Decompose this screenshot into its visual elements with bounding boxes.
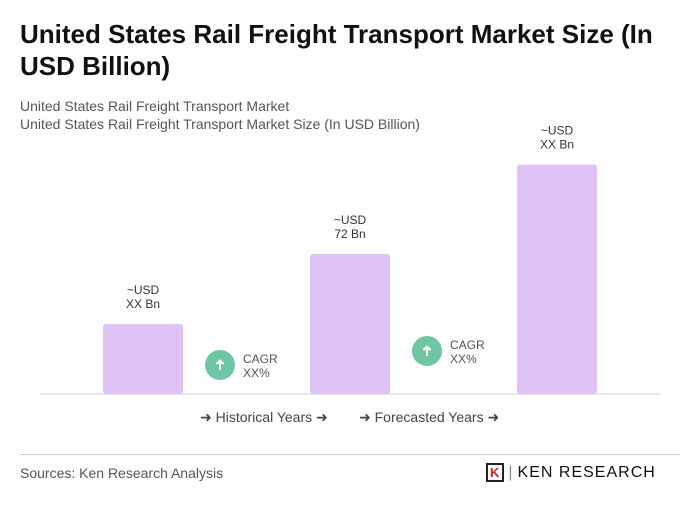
legend-forecasted-label: Forecasted Years (374, 409, 484, 425)
bar-value-label: ~USD 72 Bn (334, 213, 367, 241)
bar (310, 254, 390, 394)
cagr-label: CAGR (450, 338, 485, 352)
legend-historical-label: Historical Years (215, 409, 313, 425)
subtitle-2: United States Rail Freight Transport Mar… (20, 116, 420, 132)
legend-forecasted: ➜ Forecasted Years ➜ (359, 409, 500, 425)
cagr-value: XX% (450, 352, 477, 366)
bar-value-label: ~USD XX Bn (126, 283, 160, 311)
bar (103, 324, 183, 394)
subtitle: United States Rail Freight Transport Mar… (20, 98, 290, 114)
bar-value-label: ~USD XX Bn (540, 124, 574, 152)
bar (517, 164, 597, 394)
chart-title: United States Rail Freight Transport Mar… (20, 19, 653, 81)
cagr-value: XX% (243, 366, 270, 380)
logo-icon: K (486, 463, 505, 482)
legend-historical: ➜ Historical Years ➜ (200, 409, 328, 425)
cagr-label: CAGR (243, 352, 278, 366)
ken-research-logo: K | KEN RESEARCH (486, 463, 656, 482)
sources: Sources: Ken Research Analysis (20, 465, 224, 481)
divider (20, 454, 680, 455)
